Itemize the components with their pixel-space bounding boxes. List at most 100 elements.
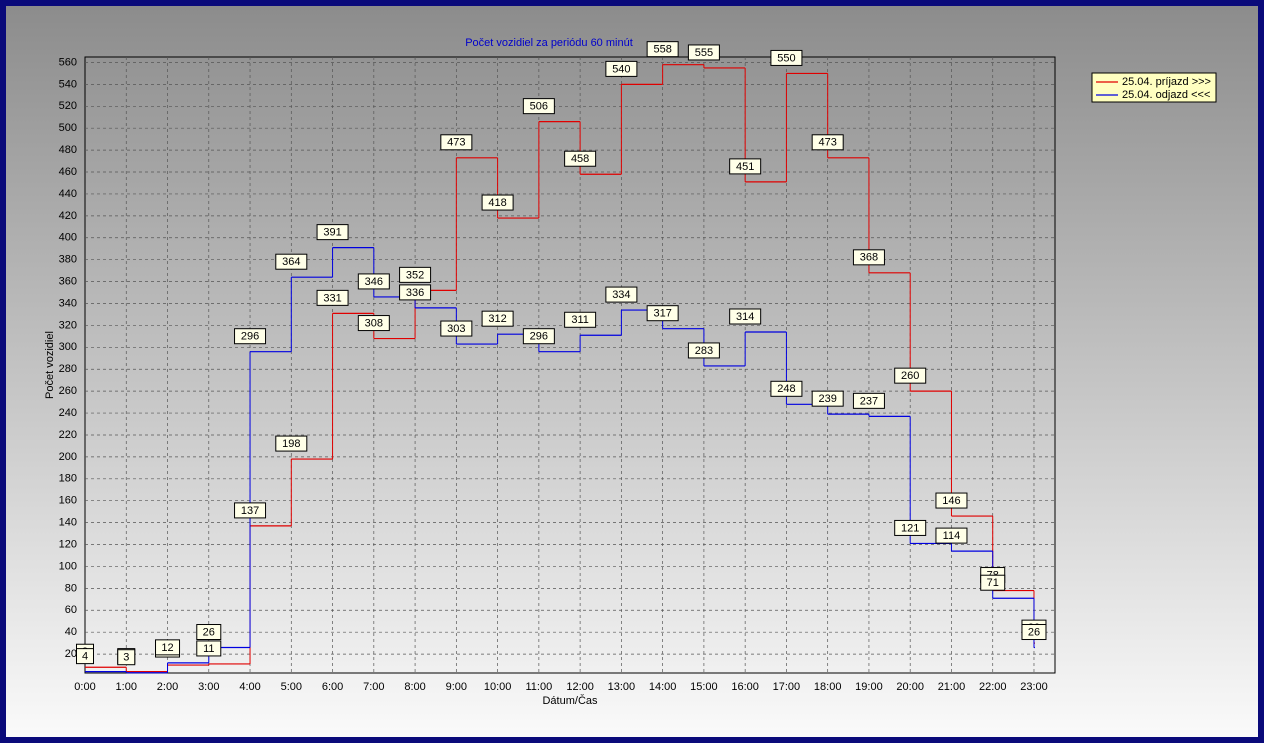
y-axis-label: Počet vozidiel xyxy=(44,331,56,399)
value-label-box xyxy=(770,380,803,397)
value-label: 114 xyxy=(943,530,961,542)
value-label-box xyxy=(564,150,597,167)
value-label: 71 xyxy=(987,577,999,589)
value-label-box xyxy=(935,492,968,509)
value-label: 198 xyxy=(282,438,300,450)
value-label: 4 xyxy=(82,651,88,663)
value-label-box xyxy=(646,41,679,58)
y-tick-label: 300 xyxy=(59,341,77,353)
x-tick-label: 0:00 xyxy=(74,681,95,693)
x-tick-label: 5:00 xyxy=(281,681,302,693)
y-tick-label: 160 xyxy=(59,495,77,507)
y-tick-label: 200 xyxy=(59,451,77,463)
value-label-box xyxy=(357,273,390,290)
value-label-box xyxy=(729,158,762,175)
x-tick-label: 4:00 xyxy=(239,681,260,693)
value-label-box xyxy=(117,649,136,666)
x-tick-label: 23:00 xyxy=(1020,681,1048,693)
value-label-box xyxy=(196,640,222,657)
value-label: 458 xyxy=(571,153,589,165)
x-tick-label: 3:00 xyxy=(198,681,219,693)
y-tick-label: 500 xyxy=(59,122,77,134)
value-label-box xyxy=(811,390,844,407)
value-label-box xyxy=(155,639,181,656)
value-label: 11 xyxy=(203,643,214,655)
value-label: 352 xyxy=(406,269,424,281)
y-tick-label: 80 xyxy=(65,582,77,594)
x-tick-label: 16:00 xyxy=(731,681,759,693)
value-label: 558 xyxy=(653,44,671,56)
value-label-box xyxy=(399,266,432,283)
value-label-box xyxy=(1021,624,1047,641)
value-label-box xyxy=(316,224,349,241)
value-label: 12 xyxy=(161,642,173,654)
value-label: 314 xyxy=(736,311,754,323)
x-tick-label: 13:00 xyxy=(608,681,636,693)
y-tick-label: 540 xyxy=(59,78,77,90)
value-label-box xyxy=(440,134,473,151)
value-label-box xyxy=(522,98,555,115)
value-label: 331 xyxy=(323,292,341,304)
x-tick-label: 8:00 xyxy=(404,681,425,693)
value-label: 473 xyxy=(447,137,465,149)
legend-label: 25.04. odjazd <<< xyxy=(1122,89,1210,101)
value-label: 121 xyxy=(901,522,919,534)
x-tick-label: 21:00 xyxy=(938,681,966,693)
value-label: 540 xyxy=(612,63,630,75)
value-label-box xyxy=(399,284,432,301)
y-tick-label: 380 xyxy=(59,254,77,266)
value-label: 451 xyxy=(736,161,754,173)
x-tick-label: 19:00 xyxy=(855,681,883,693)
value-label-box xyxy=(811,134,844,151)
y-tick-label: 20 xyxy=(65,648,77,660)
value-label: 248 xyxy=(777,383,795,395)
value-label-box xyxy=(729,308,762,325)
value-label-box xyxy=(275,435,308,452)
x-tick-label: 17:00 xyxy=(773,681,801,693)
value-label-box xyxy=(357,315,390,332)
value-label-box xyxy=(234,328,267,345)
value-label: 368 xyxy=(860,252,878,264)
value-label-box xyxy=(687,342,720,359)
value-label: 418 xyxy=(488,197,506,209)
value-label-box xyxy=(894,519,927,536)
y-tick-label: 240 xyxy=(59,407,77,419)
value-label-box xyxy=(196,624,222,641)
value-label: 346 xyxy=(365,276,383,288)
value-label-box xyxy=(646,305,679,322)
x-tick-label: 15:00 xyxy=(690,681,718,693)
value-label: 26 xyxy=(1028,626,1040,638)
y-tick-label: 40 xyxy=(65,626,77,638)
y-tick-label: 260 xyxy=(59,385,77,397)
y-tick-label: 480 xyxy=(59,144,77,156)
y-tick-label: 120 xyxy=(59,538,77,550)
value-label: 312 xyxy=(488,313,506,325)
x-tick-label: 22:00 xyxy=(979,681,1007,693)
plot-frame xyxy=(84,56,1056,674)
x-axis-label: Dátum/Čas xyxy=(542,694,598,707)
value-label: 317 xyxy=(653,308,671,320)
value-label-box xyxy=(605,286,638,303)
value-label: 26 xyxy=(203,626,215,638)
value-label: 308 xyxy=(365,317,383,329)
value-label-box xyxy=(605,60,638,77)
value-label-box xyxy=(852,392,885,409)
value-label: 3 xyxy=(123,652,129,664)
value-label: 473 xyxy=(819,137,837,149)
value-label: 336 xyxy=(406,287,424,299)
value-label: 283 xyxy=(695,345,713,357)
x-tick-label: 10:00 xyxy=(484,681,512,693)
value-label: 260 xyxy=(901,370,919,382)
value-label: 296 xyxy=(530,331,548,343)
x-tick-label: 2:00 xyxy=(157,681,178,693)
chart-title: Počet vozidiel za periódu 60 minút xyxy=(465,37,633,49)
background xyxy=(6,6,1258,737)
value-label-box xyxy=(980,574,1006,591)
value-label-box xyxy=(852,249,885,266)
value-label-box xyxy=(275,253,308,270)
value-label: 137 xyxy=(241,505,259,517)
y-tick-label: 460 xyxy=(59,166,77,178)
y-tick-label: 420 xyxy=(59,210,77,222)
value-label: 311 xyxy=(571,314,589,326)
